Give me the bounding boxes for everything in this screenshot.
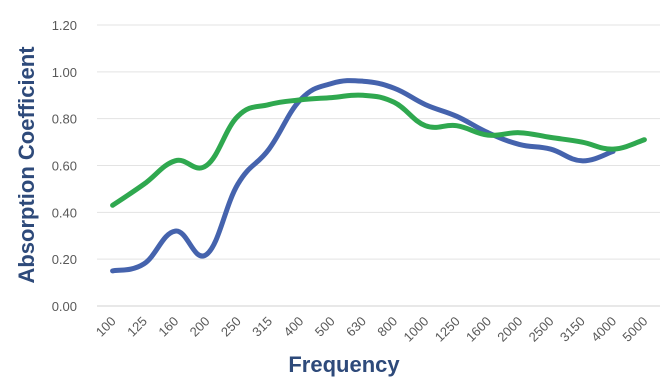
- x-tick-label: 1250: [432, 314, 463, 345]
- x-tick-label: 125: [124, 314, 150, 340]
- x-tick-label: 200: [187, 314, 213, 340]
- x-axis-ticks: 100 125 160 200 250 315 400 500 630 800 1000 1250 16…: [93, 314, 651, 345]
- x-axis-label: Frequency: [288, 352, 400, 377]
- x-tick-label: 2500: [526, 314, 557, 345]
- y-tick-label: 1.00: [52, 65, 77, 80]
- x-tick-label: 315: [249, 314, 275, 340]
- x-tick-label: 5000: [619, 314, 650, 345]
- x-tick-label: 400: [280, 314, 306, 340]
- grid-lines: [97, 24, 660, 307]
- x-tick-label: 800: [374, 314, 400, 340]
- y-tick-label: 0.20: [52, 252, 77, 267]
- x-tick-label: 4000: [588, 314, 619, 345]
- x-tick-label: 1000: [400, 314, 431, 345]
- y-axis-label: Absorption Coefficient: [14, 46, 39, 284]
- y-tick-label: 1.20: [52, 18, 77, 33]
- x-tick-label: 250: [218, 314, 244, 340]
- x-tick-label: 160: [155, 314, 181, 340]
- x-tick-label: 630: [343, 314, 369, 340]
- x-tick-label: 3150: [557, 314, 588, 345]
- series-line-2: [110, 92, 647, 208]
- y-tick-label: 0.00: [52, 299, 77, 314]
- y-tick-label: 0.60: [52, 159, 77, 174]
- x-tick-label: 100: [93, 314, 119, 340]
- x-tick-label: 2000: [494, 314, 525, 345]
- series-line-1: [110, 78, 616, 274]
- y-tick-label: 0.80: [52, 112, 77, 127]
- series-lines: [110, 78, 647, 274]
- x-tick-label: 500: [312, 314, 338, 340]
- y-tick-label: 0.40: [52, 205, 77, 220]
- x-tick-label: 1600: [463, 314, 494, 345]
- y-axis-ticks: 0.00 0.20 0.40 0.60 0.80 1.00 1.20: [52, 18, 77, 314]
